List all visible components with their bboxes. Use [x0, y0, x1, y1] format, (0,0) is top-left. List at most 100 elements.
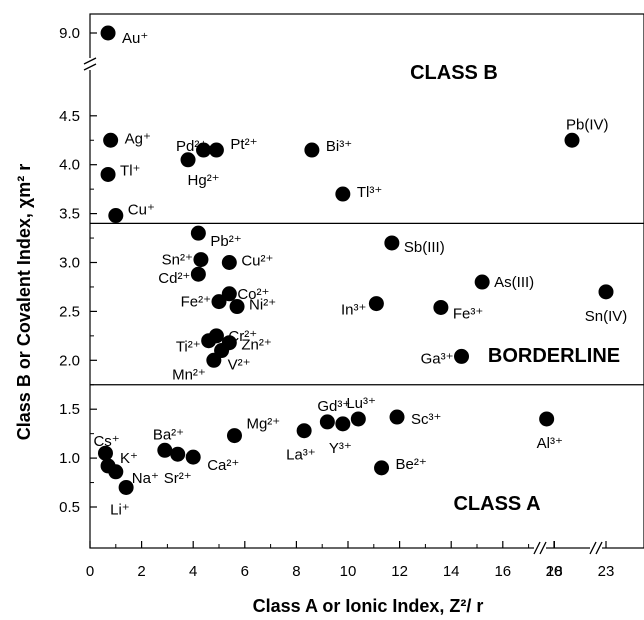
axis-break-mark [595, 541, 603, 555]
point-label: Fe³⁺ [453, 305, 483, 322]
data-point [368, 296, 384, 312]
point-label: Au⁺ [122, 30, 148, 47]
point-label: Na⁺ [132, 470, 159, 487]
x-tick-label: 8 [292, 563, 300, 580]
point-label: Li⁺ [110, 501, 130, 518]
point-label: Sn²⁺ [162, 252, 193, 269]
axis-break-mark [589, 541, 597, 555]
point-label: Fe²⁺ [181, 294, 211, 311]
data-point [211, 294, 227, 310]
point-label: Pb²⁺ [210, 233, 241, 250]
data-point [190, 266, 206, 282]
point-label: La³⁺ [286, 447, 316, 464]
axis-break-gap [84, 58, 96, 70]
axis-break-gap [590, 542, 602, 554]
data-point [100, 166, 116, 182]
point-label: Cr²⁺ [228, 328, 257, 345]
y-tick-label: 4.5 [59, 108, 80, 125]
point-label: Cd²⁺ [158, 270, 190, 287]
data-point [454, 348, 470, 364]
point-label: Al³⁺ [537, 435, 563, 452]
data-point [206, 352, 222, 368]
point-label: Bi³⁺ [326, 138, 352, 155]
point-label: Sb(III) [404, 239, 445, 256]
data-point [193, 252, 209, 268]
y-tick-label: 0.5 [59, 499, 80, 516]
x-tick-label: 2 [137, 563, 145, 580]
point-label: Be²⁺ [396, 456, 427, 473]
y-tick-label: 2.5 [59, 303, 80, 320]
point-label: Sr²⁺ [164, 470, 192, 487]
point-label: Mg²⁺ [246, 416, 280, 433]
point-label: Pt²⁺ [230, 136, 257, 153]
y-tick-label: 3.5 [59, 206, 80, 223]
data-point [598, 284, 614, 300]
point-label: Zn²⁺ [241, 337, 271, 354]
data-point [221, 255, 237, 270]
data-point [180, 152, 196, 168]
axis-break-mark [83, 63, 97, 71]
x-tick-label: 20 [546, 563, 563, 580]
point-label: Ti²⁺ [176, 339, 201, 356]
x-axis-title: Class A or Ionic Index, Z²/ r [253, 596, 484, 616]
point-label: V²⁺ [228, 357, 251, 374]
x-tick-label: 18 [546, 563, 563, 580]
y-axis-title: Class B or Covalent Index, χm² r [14, 164, 34, 440]
point-label: Cu⁺ [128, 202, 155, 219]
data-point [103, 132, 119, 148]
data-point [108, 464, 124, 480]
data-point [221, 286, 237, 302]
axis-break-mark [539, 541, 547, 555]
data-point [335, 186, 351, 202]
y-tick-label: 1.5 [59, 401, 80, 418]
point-label: Co²⁺ [237, 286, 269, 303]
data-point [564, 132, 580, 148]
data-point [433, 299, 449, 315]
point-label: Ca²⁺ [207, 457, 239, 474]
point-label: In³⁺ [341, 302, 366, 319]
data-point [118, 479, 134, 495]
data-point [97, 445, 113, 461]
point-label: Ga³⁺ [421, 350, 454, 367]
y-tick-label: 4.0 [59, 157, 80, 174]
data-point [474, 274, 490, 290]
data-point [185, 449, 201, 465]
data-point [539, 411, 555, 427]
data-point [208, 142, 224, 158]
plot-frame [89, 13, 644, 549]
x-tick-label: 14 [443, 563, 460, 580]
data-point [201, 333, 217, 349]
y-tick-label: 1.0 [59, 450, 80, 467]
region-label-borderline: BORDERLINE [488, 345, 620, 367]
data-point [100, 25, 116, 41]
data-point [350, 411, 366, 427]
x-tick-label: 12 [391, 563, 408, 580]
data-point [196, 142, 212, 158]
data-point [319, 414, 335, 430]
x-tick-label: 16 [494, 563, 511, 580]
axis-break-gap [534, 542, 546, 554]
axis-break-mark [533, 541, 541, 555]
point-label: Ni²⁺ [249, 297, 276, 314]
point-label: Ag⁺ [125, 130, 151, 147]
data-point [226, 428, 242, 444]
point-label: Mn²⁺ [172, 366, 206, 383]
data-point [108, 208, 124, 224]
x-tick-label: 0 [86, 563, 94, 580]
data-point [389, 409, 405, 425]
data-point [374, 460, 390, 476]
data-point [170, 446, 186, 462]
data-point [304, 142, 320, 158]
point-label: Cs⁺ [93, 433, 119, 450]
y-tick-label: 2.0 [59, 352, 80, 369]
point-label: Pd²⁺ [176, 138, 207, 155]
point-label: As(III) [494, 274, 534, 291]
point-label: Sc³⁺ [411, 411, 441, 428]
region-label-class-a: CLASS A [453, 493, 540, 515]
data-point [384, 235, 400, 251]
data-point [157, 442, 173, 458]
point-label: Ba²⁺ [153, 426, 184, 443]
y-tick-label: 3.0 [59, 255, 80, 272]
data-point [296, 423, 312, 439]
x-tick-label: 10 [340, 563, 357, 580]
